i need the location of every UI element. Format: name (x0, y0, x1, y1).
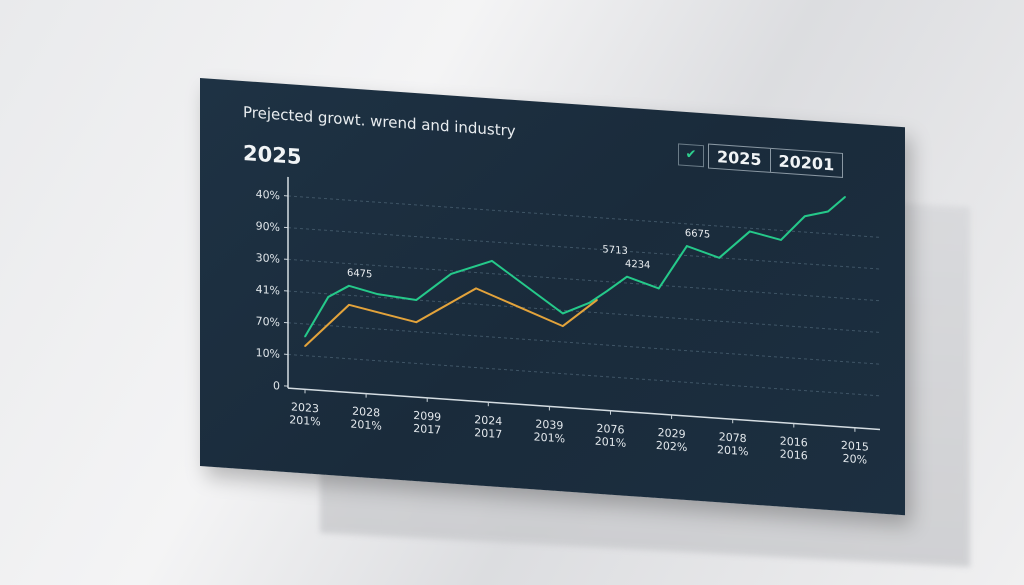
data-point (348, 285, 350, 287)
x-tick-label: 2029 (658, 426, 686, 441)
x-tick-label: 201% (534, 430, 565, 445)
gridline (288, 290, 880, 333)
gridline (288, 258, 880, 302)
data-point (596, 299, 598, 301)
data-point (827, 210, 829, 213)
data-point (588, 301, 591, 304)
y-tick-label: 90% (256, 219, 280, 234)
line-chart: 010%70%41%30%90%40%2023201%2028201%20992… (256, 176, 880, 467)
gridline (288, 322, 880, 365)
x-tick-label: 201% (717, 443, 748, 458)
y-tick-label: 30% (256, 251, 280, 266)
x-tick-label: 2017 (474, 426, 502, 441)
x-tick-label: 2016 (780, 448, 808, 463)
x-tick-label: 2076 (597, 422, 625, 437)
data-point (718, 257, 721, 259)
data-point (657, 287, 660, 290)
data-point (780, 239, 782, 241)
x-tick-label: 2015 (841, 439, 869, 454)
data-point (348, 304, 350, 306)
gridline (288, 353, 880, 397)
x-tick-label: 202% (656, 439, 687, 454)
x-tick-label: 2078 (719, 430, 747, 445)
data-point (606, 290, 608, 292)
x-tick-label: 2017 (413, 422, 441, 437)
data-point (475, 287, 477, 290)
series-line-1 (304, 287, 598, 347)
data-point (749, 230, 751, 233)
x-tick-label: 2016 (780, 435, 808, 450)
data-point (415, 299, 418, 301)
x-tick-label: 201% (289, 413, 320, 428)
data-point (304, 345, 306, 347)
data-point (686, 245, 688, 247)
data-point (415, 321, 418, 324)
x-tick-label: 201% (595, 435, 626, 450)
data-point (803, 215, 806, 218)
data-point (626, 275, 628, 278)
x-tick-label: 2023 (291, 400, 319, 415)
series-line-0 (304, 196, 846, 338)
data-point (450, 273, 452, 275)
y-tick-label: 10% (256, 346, 280, 361)
data-point (844, 196, 846, 198)
data-label: 4234 (625, 259, 650, 272)
x-tick-label: 2099 (413, 409, 441, 424)
x-tick-label: 20% (843, 452, 867, 467)
y-tick-label: 40% (256, 188, 280, 203)
gridline (288, 227, 880, 270)
data-point (491, 260, 493, 262)
x-tick-label: 2028 (352, 405, 380, 420)
x-tick-label: 2039 (535, 417, 563, 432)
y-tick-label: 41% (256, 283, 280, 298)
data-label: 5713 (602, 244, 627, 257)
data-label: 6675 (685, 228, 710, 241)
x-tick-label: 2024 (474, 413, 502, 428)
gridline (288, 195, 880, 238)
x-tick-label: 201% (350, 418, 381, 433)
data-point (562, 312, 564, 315)
data-label: 6475 (347, 268, 372, 281)
data-point (562, 325, 564, 327)
y-tick-label: 0 (273, 379, 280, 392)
data-point (376, 293, 379, 295)
x-axis (288, 387, 880, 431)
y-tick-label: 70% (256, 314, 280, 329)
data-point (327, 296, 330, 298)
chart-panel: Prejected growt. wrend and industry 2025… (200, 78, 905, 516)
data-point (304, 335, 306, 338)
